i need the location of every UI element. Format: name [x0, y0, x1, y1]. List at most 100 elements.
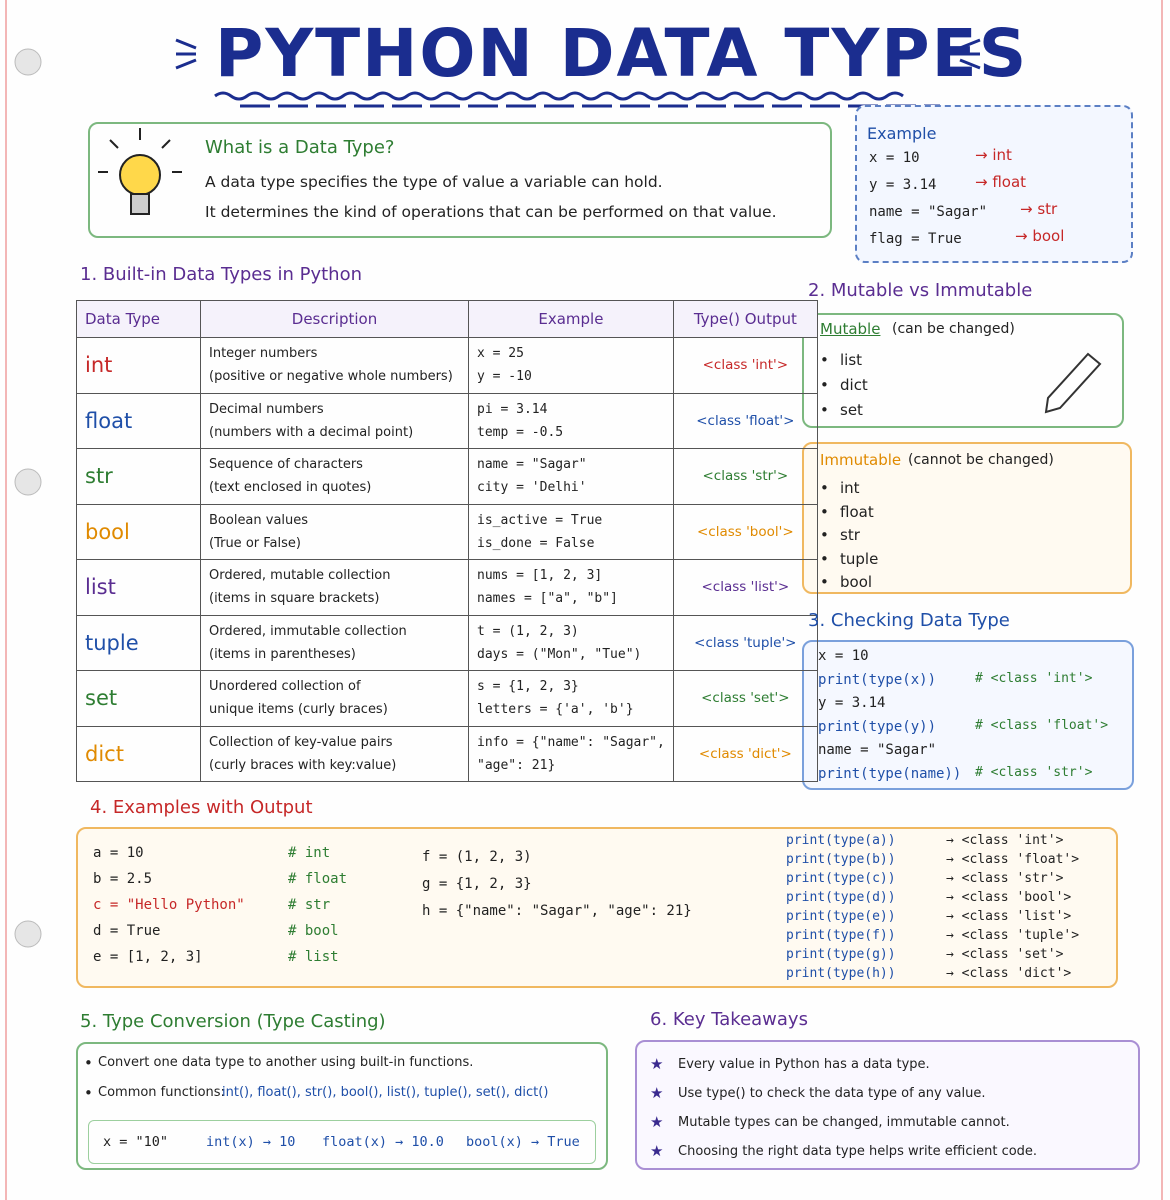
desc-line: Ordered, immutable collection [209, 623, 407, 639]
table-row: dict Collection of key-value pairs (curly … [76, 725, 818, 782]
immutable-item: float [840, 502, 874, 521]
checking-code: print(type(name)) [818, 765, 962, 782]
example-assign: d = True [93, 923, 161, 939]
type-name: str [76, 448, 201, 505]
print-output: → <class 'dict'> [946, 966, 1072, 981]
type-output: <class 'set'> [672, 670, 818, 727]
table-row: set Unordered collection of unique items (… [76, 670, 818, 727]
star: ★ [650, 1142, 664, 1160]
type-name: dict [76, 725, 201, 782]
type-name: set [76, 670, 201, 727]
example-code: flag = True [869, 231, 962, 247]
immutable-item: bool [840, 573, 873, 591]
desc-line: Decimal numbers [209, 401, 324, 417]
desc-line: Ordered, mutable collection [209, 568, 391, 584]
bullet: • [820, 549, 829, 568]
desc-line: Sequence of characters [209, 457, 363, 473]
desc-cell: Boolean values (True or False) [200, 503, 469, 560]
example-cell: nums = [1, 2, 3] names = ["a", "b"] [468, 559, 674, 616]
example-cell: pi = 3.14 temp = -0.5 [468, 392, 674, 449]
checking-comment: # <class 'float'> [975, 718, 1109, 733]
section-heading: 4. Examples with Output [90, 797, 313, 818]
example-line: is_done = False [477, 535, 595, 551]
hole [14, 48, 42, 76]
type-output: <class 'float'> [672, 392, 818, 449]
mutable-item: set [840, 401, 863, 419]
immutable-label: Immutable [820, 451, 902, 469]
table-row: str Sequence of characters (text enclosed … [76, 448, 818, 505]
example-cell: name = "Sagar" city = 'Delhi' [468, 448, 674, 505]
types-table: Data Type Description Example Type() Output… [76, 300, 818, 782]
example-assign: c = "Hello Python" [93, 897, 245, 913]
print-call: print(type(b)) [786, 852, 896, 867]
desc-line: (True or False) [209, 535, 301, 551]
desc-line: (text enclosed in quotes) [209, 480, 372, 496]
example-line: "age": 21} [477, 757, 556, 773]
desc-cell: Unordered collection of unique items (cur… [200, 670, 469, 727]
type-output: <class 'tuple'> [672, 614, 818, 671]
table-row: int Integer numbers (positive or negative … [76, 337, 818, 394]
section-heading: 2. Mutable vs Immutable [808, 280, 1033, 301]
intro-text: It determines the kind of operations tha… [205, 203, 777, 221]
column-header: Example [468, 300, 674, 338]
table-row: tuple Ordered, immutable collection (items… [76, 614, 818, 671]
desc-line: Boolean values [209, 512, 309, 528]
example-type: → bool [1015, 227, 1065, 245]
example-line: x = 25 [477, 346, 524, 362]
bullet: • [84, 1054, 93, 1072]
checking-code: print(type(y)) [818, 718, 937, 735]
example-line: t = (1, 2, 3) [477, 623, 579, 639]
bullet: • [820, 351, 829, 369]
mutable-item: dict [840, 376, 868, 394]
example-type: → int [975, 146, 1012, 164]
section-heading: 3. Checking Data Type [808, 610, 1010, 631]
desc-line: Integer numbers [209, 346, 318, 362]
type-output: <class 'bool'> [672, 503, 818, 560]
checking-code: name = "Sagar" [818, 742, 937, 758]
column-header: Type() Output [672, 300, 818, 338]
example-line: city = 'Delhi' [477, 480, 587, 496]
bullet: • [820, 502, 829, 521]
example-cell: t = (1, 2, 3) days = ("Mon", "Tue") [468, 614, 674, 671]
conversion-bullet: Convert one data type to another using b… [98, 1055, 474, 1070]
type-name: list [76, 559, 201, 616]
desc-line: (items in parentheses) [209, 646, 356, 662]
table-header: Data Type Description Example Type() Output [76, 300, 818, 338]
pencil-icon [1044, 352, 1102, 414]
example-comment: # list [288, 949, 339, 965]
print-call: print(type(c)) [786, 871, 896, 886]
example-assign: f = (1, 2, 3) [422, 849, 532, 865]
type-output: <class 'str'> [672, 448, 818, 505]
example-line: s = {1, 2, 3} [477, 679, 579, 695]
print-output: → <class 'int'> [946, 833, 1064, 848]
example-code: y = 3.14 [869, 177, 937, 193]
example-assign: h = {"name": "Sagar", "age": 21} [422, 903, 692, 919]
example-line: y = -10 [477, 369, 532, 385]
takeaway: Choosing the right data type helps write… [678, 1144, 1038, 1159]
bulb-icon [98, 128, 182, 215]
checking-code: print(type(x)) [818, 671, 937, 688]
desc-cell: Ordered, immutable collection (items in p… [200, 614, 469, 671]
immutable-item: str [840, 526, 860, 544]
table-row: list Ordered, mutable collection (items in… [76, 559, 818, 616]
takeaways-box [635, 1040, 1140, 1170]
hole [14, 468, 42, 496]
example-line: letters = {'a', 'b'} [477, 702, 634, 718]
immutable-note: (cannot be changed) [908, 452, 1054, 468]
intro-heading: What is a Data Type? [205, 137, 395, 158]
example-code: x = 10 [869, 150, 920, 166]
type-name: float [76, 392, 201, 449]
print-output: → <class 'set'> [946, 947, 1064, 962]
example-heading: Example [867, 124, 937, 143]
conversion-example: int(x) → 10 [206, 1134, 296, 1150]
example-line: temp = -0.5 [477, 424, 564, 440]
type-output: <class 'int'> [672, 337, 818, 394]
example-cell: info = {"name": "Sagar", "age": 21} [468, 725, 674, 782]
print-call: print(type(h)) [786, 966, 896, 981]
section-heading: 5. Type Conversion (Type Casting) [80, 1011, 386, 1032]
conversion-example: bool(x) → True [466, 1134, 580, 1150]
example-assign: b = 2.5 [93, 871, 153, 887]
type-output: <class 'list'> [672, 559, 818, 616]
example-type: → str [1020, 200, 1058, 218]
conversion-box [76, 1042, 608, 1170]
